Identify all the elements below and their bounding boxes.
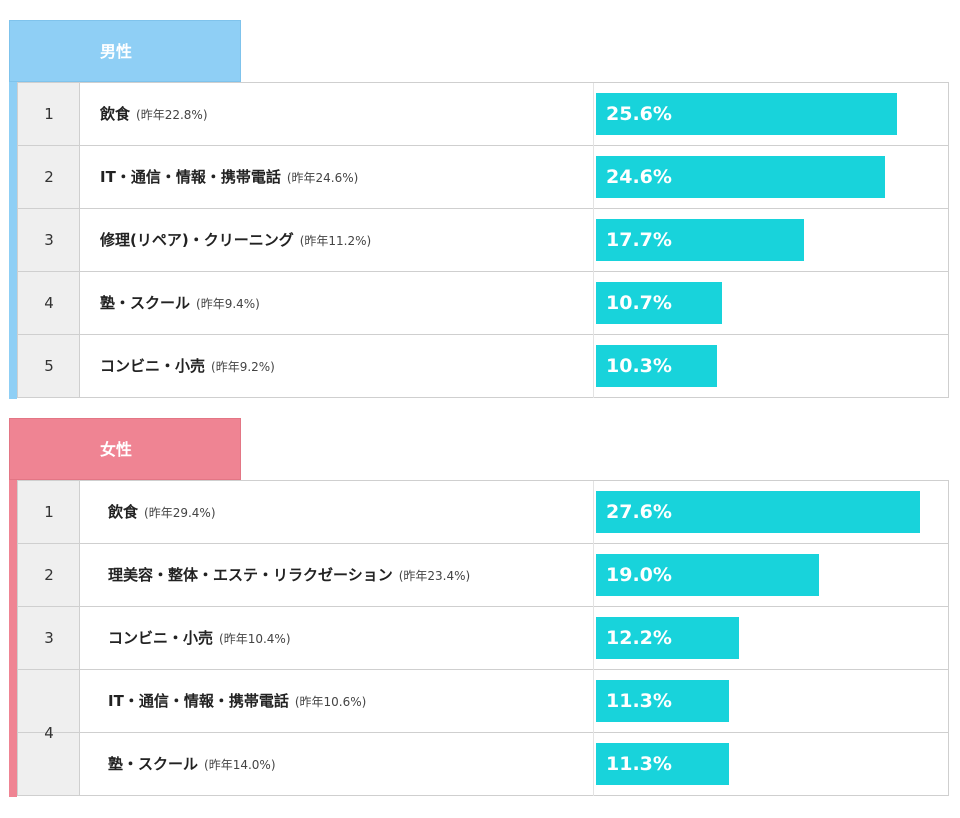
bar [596, 617, 739, 659]
rank-number: 4 [44, 724, 54, 742]
table-row: 1 飲食 (昨年22.8%) 25.6% [18, 83, 948, 146]
table-row: 2 理美容・整体・エステ・リラクゼーション (昨年23.4%) 19.0% [18, 544, 948, 607]
bar-value-label: 27.6% [606, 501, 672, 523]
category-label: 理美容・整体・エステ・リラクゼーション (昨年23.4%) [108, 544, 470, 607]
category-name: IT・通信・情報・携帯電話 [100, 168, 281, 186]
bar-cell: 12.2% [593, 607, 948, 670]
rank-number: 1 [44, 105, 54, 123]
female-ranking-table: 1 飲食 (昨年29.4%) 27.6% 2 理美容・整体・エステ・リラクゼーショ… [17, 480, 949, 796]
bar-value-label: 10.7% [606, 292, 672, 314]
category-label: 飲食 (昨年29.4%) [108, 481, 216, 544]
female-tab: 女性 [9, 418, 241, 480]
category-name: 理美容・整体・エステ・リラクゼーション [108, 566, 393, 584]
category-name: コンビニ・小売 [108, 629, 214, 647]
previous-year-value: (昨年11.2%) [299, 234, 372, 248]
category-name: 塾・スクール [100, 294, 191, 312]
bar-cell: 10.7% [593, 272, 948, 335]
rank-number: 3 [44, 231, 54, 249]
bar [596, 219, 804, 261]
category-name: 塾・スクール [108, 755, 199, 773]
rank-number: 4 [44, 294, 54, 312]
previous-year-value: (昨年9.2%) [211, 360, 275, 374]
bar-value-label: 24.6% [606, 166, 672, 188]
male-tab: 男性 [9, 20, 241, 82]
previous-year-value: (昨年14.0%) [204, 758, 276, 772]
rank-column [18, 83, 80, 397]
category-label: IT・通信・情報・携帯電話 (昨年24.6%) [100, 146, 358, 209]
table-row: 塾・スクール (昨年14.0%) 11.3% [18, 733, 948, 796]
male-accent-bar [9, 82, 17, 399]
bar-value-label: 25.6% [606, 103, 672, 125]
rank-number: 2 [44, 566, 54, 584]
bar-cell: 11.3% [593, 733, 948, 796]
rank-column [18, 481, 80, 795]
bar [596, 345, 717, 387]
table-row: IT・通信・情報・携帯電話 (昨年10.6%) 11.3% [18, 670, 948, 733]
bar [596, 743, 729, 785]
category-label: コンビニ・小売 (昨年10.4%) [108, 607, 291, 670]
table-row: 4 塾・スクール (昨年9.4%) 10.7% [18, 272, 948, 335]
female-ranking-section: 女性 1 飲食 (昨年29.4%) 27.6% 2 理美容・整体・エステ・リラクゼ… [0, 418, 960, 798]
rank-number: 3 [44, 629, 54, 647]
rank-number: 2 [44, 168, 54, 186]
male-ranking-table: 1 飲食 (昨年22.8%) 25.6% 2 IT・通信・情報・携帯電話 (昨年24… [17, 82, 949, 398]
bar-value-label: 11.3% [606, 690, 672, 712]
previous-year-value: (昨年23.4%) [398, 569, 471, 583]
table-row: 2 IT・通信・情報・携帯電話 (昨年24.6%) 24.6% [18, 146, 948, 209]
rank-number: 1 [44, 503, 54, 521]
bar-cell: 24.6% [593, 146, 948, 209]
category-name: コンビニ・小売 [100, 357, 206, 375]
bar-cell: 27.6% [593, 481, 948, 544]
category-name: 飲食 [100, 105, 131, 123]
bar-value-label: 12.2% [606, 627, 672, 649]
bar-value-label: 19.0% [606, 564, 672, 586]
bar-cell: 11.3% [593, 670, 948, 733]
female-accent-bar [9, 480, 17, 797]
previous-year-value: (昨年22.8%) [136, 108, 208, 122]
bar-value-label: 11.3% [606, 753, 672, 775]
bar [596, 156, 885, 198]
previous-year-value: (昨年10.6%) [294, 695, 367, 709]
previous-year-value: (昨年24.6%) [286, 171, 359, 185]
category-label: 塾・スクール (昨年14.0%) [108, 733, 276, 796]
category-name: IT・通信・情報・携帯電話 [108, 692, 289, 710]
bar [596, 93, 897, 135]
category-label: IT・通信・情報・携帯電話 (昨年10.6%) [108, 670, 366, 733]
bar-value-label: 17.7% [606, 229, 672, 251]
bar-cell: 10.3% [593, 335, 948, 398]
category-label: コンビニ・小売 (昨年9.2%) [100, 335, 275, 398]
bar-cell: 19.0% [593, 544, 948, 607]
category-label: 修理(リペア)・クリーニング (昨年11.2%) [100, 209, 371, 272]
category-name: 飲食 [108, 503, 139, 521]
bar [596, 680, 729, 722]
table-row: 3 修理(リペア)・クリーニング (昨年11.2%) 17.7% [18, 209, 948, 272]
previous-year-value: (昨年29.4%) [144, 506, 216, 520]
category-label: 飲食 (昨年22.8%) [100, 83, 208, 146]
table-row: 3 コンビニ・小売 (昨年10.4%) 12.2% [18, 607, 948, 670]
table-row: 5 コンビニ・小売 (昨年9.2%) 10.3% [18, 335, 948, 398]
rank-number: 5 [44, 357, 54, 375]
category-name: 修理(リペア)・クリーニング [100, 231, 294, 249]
previous-year-value: (昨年10.4%) [219, 632, 291, 646]
bar-cell: 17.7% [593, 209, 948, 272]
category-label: 塾・スクール (昨年9.4%) [100, 272, 260, 335]
bar [596, 554, 819, 596]
bar [596, 282, 722, 324]
table-row: 1 飲食 (昨年29.4%) 27.6% [18, 481, 948, 544]
bar-cell: 25.6% [593, 83, 948, 146]
bar-value-label: 10.3% [606, 355, 672, 377]
bar [596, 491, 920, 533]
male-ranking-section: 男性 1 飲食 (昨年22.8%) 25.6% 2 IT・通信・情報・携帯電話 (昨… [0, 20, 960, 400]
previous-year-value: (昨年9.4%) [196, 297, 260, 311]
